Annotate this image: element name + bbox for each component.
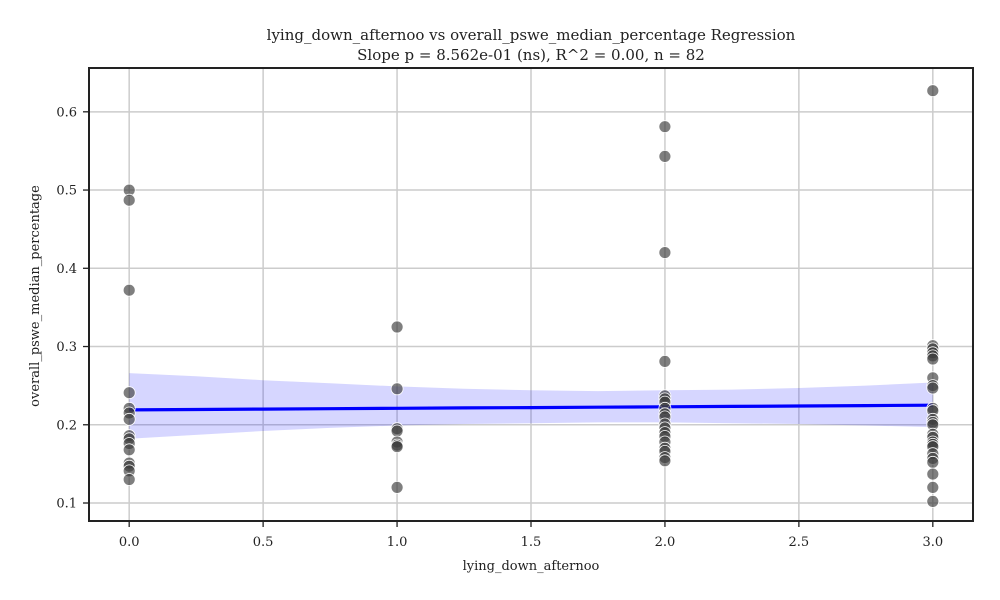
x-tick-label: 1.0 [387, 535, 408, 550]
y-tick-label: 0.3 [56, 340, 77, 355]
data-point [926, 352, 940, 366]
data-point [390, 424, 404, 438]
x-tick-label: 2.5 [789, 535, 810, 550]
data-point [926, 455, 940, 469]
x-axis-ticks: 0.0 0.5 1.0 1.5 2.0 2.5 3.0 [119, 521, 943, 550]
chart-subtitle: Slope p = 8.562e-01 (ns), R^2 = 0.00, n … [357, 46, 705, 64]
regression-line [129, 403, 933, 412]
regression-line-group [129, 403, 933, 412]
data-point [122, 386, 136, 400]
y-tick-label: 0.5 [56, 184, 77, 199]
y-axis-ticks: 0.1 0.2 0.3 0.4 0.5 0.6 [56, 105, 89, 512]
x-tick-label: 1.5 [521, 535, 542, 550]
x-tick-label: 3.0 [922, 535, 943, 550]
data-point [122, 283, 136, 297]
y-axis-label: overall_pswe_median_percentage [28, 185, 43, 407]
x-tick-label: 0.5 [253, 535, 274, 550]
data-point [926, 467, 940, 481]
data-point [390, 382, 404, 396]
data-point [658, 454, 672, 468]
data-point [390, 320, 404, 334]
data-point [390, 440, 404, 454]
ci-band [129, 373, 933, 439]
data-point [658, 149, 672, 163]
data-point [390, 480, 404, 494]
data-point [658, 246, 672, 260]
confidence-band [129, 373, 933, 439]
y-tick-label: 0.1 [56, 497, 77, 512]
data-point [658, 354, 672, 368]
scatter-points [122, 84, 940, 508]
data-point [122, 473, 136, 486]
chart-title: lying_down_afternoo vs overall_pswe_medi… [267, 26, 796, 44]
data-point [122, 443, 136, 457]
y-tick-label: 0.2 [56, 418, 77, 433]
x-tick-label: 2.0 [655, 535, 676, 550]
y-tick-label: 0.6 [56, 105, 77, 120]
y-tick-label: 0.4 [56, 262, 77, 277]
data-point [926, 84, 940, 98]
data-point [122, 412, 136, 426]
x-tick-label: 0.0 [119, 535, 140, 550]
data-point [926, 494, 940, 508]
grid [89, 68, 973, 521]
x-axis-label: lying_down_afternoo [463, 559, 600, 574]
data-point [926, 381, 940, 395]
data-point [926, 480, 940, 494]
data-point [122, 193, 136, 207]
data-point [658, 120, 672, 134]
